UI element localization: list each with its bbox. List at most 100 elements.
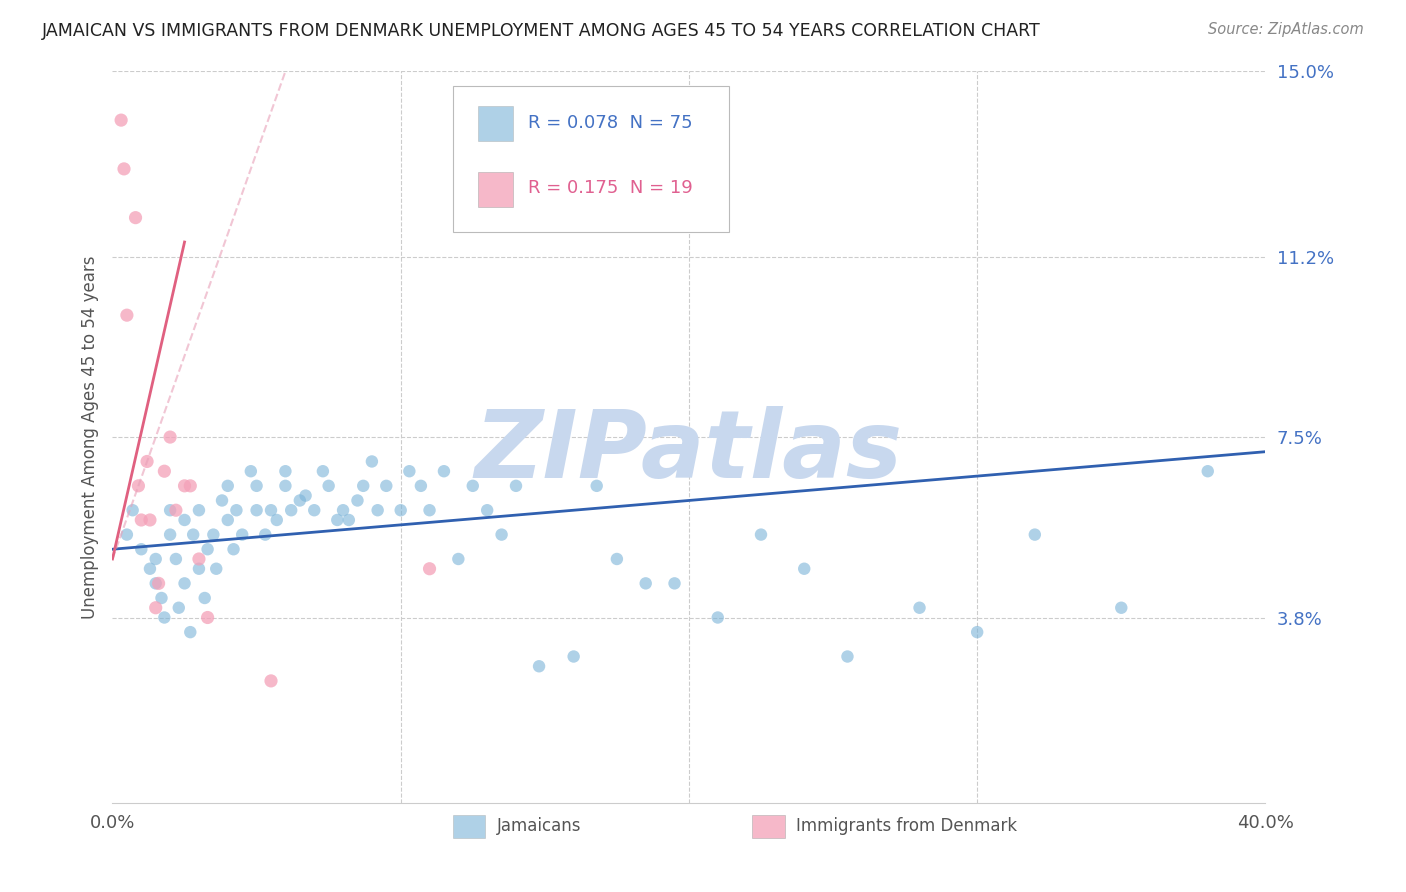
Point [447,552,470,566]
Point [121,503,143,517]
Point [491,527,513,541]
Point [908,600,931,615]
Point [173,479,195,493]
Point [461,479,484,493]
Text: Immigrants from Denmark: Immigrants from Denmark [796,817,1018,835]
Point [165,552,187,566]
Point [188,562,211,576]
Point [165,503,187,517]
FancyBboxPatch shape [453,86,730,232]
Point [360,454,382,468]
Point [145,552,167,566]
Point [266,513,288,527]
Point [202,527,225,541]
Point [664,576,686,591]
Point [129,542,153,557]
Point [211,493,233,508]
Text: Source: ZipAtlas.com: Source: ZipAtlas.com [1208,22,1364,37]
Point [246,503,269,517]
Point [112,161,135,176]
Point [115,308,138,322]
Point [749,527,772,541]
Point [318,479,340,493]
Point [837,649,859,664]
Point [136,454,159,468]
Point [145,576,167,591]
Point [139,513,162,527]
Point [167,600,190,615]
Text: R = 0.175  N = 19: R = 0.175 N = 19 [527,179,692,197]
Point [110,113,132,128]
Point [707,610,730,624]
Point [222,542,245,557]
Point [148,576,170,591]
Point [173,513,195,527]
Point [188,503,211,517]
Point [346,493,368,508]
Point [115,527,138,541]
Point [153,464,176,478]
Point [389,503,412,517]
Point [145,600,167,615]
Point [159,527,181,541]
Point [433,464,456,478]
Point [294,489,316,503]
Point [246,479,269,493]
Point [375,479,398,493]
Point [288,493,311,508]
Point [966,625,988,640]
Text: R = 0.078  N = 75: R = 0.078 N = 75 [527,113,692,131]
Point [332,503,354,517]
Y-axis label: Unemployment Among Ages 45 to 54 years: Unemployment Among Ages 45 to 54 years [80,255,98,619]
Point [129,513,153,527]
Point [634,576,657,591]
Point [217,479,239,493]
Point [225,503,247,517]
Point [367,503,389,517]
Point [217,513,239,527]
Point [562,649,585,664]
Point [505,479,527,493]
Point [475,503,499,517]
FancyBboxPatch shape [453,814,485,838]
Point [159,503,181,517]
Point [194,591,217,605]
Point [139,562,162,576]
Point [197,610,219,624]
Point [181,527,204,541]
Point [153,610,176,624]
Point [606,552,628,566]
Point [260,673,283,688]
FancyBboxPatch shape [478,171,513,207]
Point [398,464,420,478]
Point [326,513,349,527]
Point [1024,527,1046,541]
Point [127,479,149,493]
Point [585,479,607,493]
Text: ZIPatlas: ZIPatlas [475,406,903,498]
Point [274,479,297,493]
FancyBboxPatch shape [478,106,513,141]
Point [150,591,173,605]
Point [409,479,432,493]
Point [254,527,277,541]
Point [352,479,374,493]
Point [419,562,441,576]
Point [260,503,283,517]
Point [312,464,335,478]
Point [124,211,146,225]
Point [304,503,326,517]
Text: JAMAICAN VS IMMIGRANTS FROM DENMARK UNEMPLOYMENT AMONG AGES 45 TO 54 YEARS CORRE: JAMAICAN VS IMMIGRANTS FROM DENMARK UNEM… [42,22,1040,40]
Point [1111,600,1133,615]
Point [231,527,253,541]
FancyBboxPatch shape [752,814,785,838]
Point [280,503,302,517]
Point [197,542,219,557]
Point [793,562,815,576]
Point [527,659,550,673]
Point [179,479,201,493]
Point [419,503,441,517]
Point [274,464,297,478]
Point [188,552,211,566]
Point [179,625,201,640]
